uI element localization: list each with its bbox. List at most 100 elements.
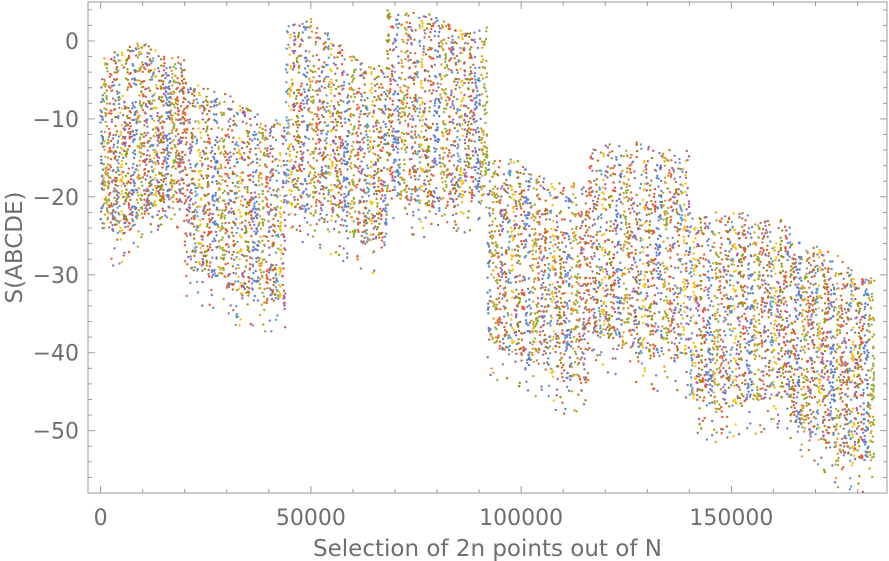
data-point (261, 239, 264, 242)
data-point (410, 130, 413, 133)
data-point (482, 133, 486, 136)
data-point (153, 99, 156, 103)
data-point (230, 189, 234, 193)
data-point (289, 212, 292, 215)
data-point (139, 176, 142, 180)
data-point (336, 101, 340, 104)
data-point (352, 140, 355, 144)
data-point (192, 99, 195, 102)
data-point (246, 109, 250, 112)
data-point (396, 109, 399, 113)
data-point (136, 70, 139, 73)
data-point (151, 178, 155, 181)
data-point (414, 125, 417, 128)
data-point (250, 234, 253, 238)
data-point (155, 190, 158, 193)
data-point (465, 135, 468, 138)
data-point (263, 308, 266, 312)
data-point (409, 58, 412, 61)
data-point (146, 187, 149, 191)
data-point (248, 287, 251, 290)
data-point (124, 215, 128, 218)
data-point (261, 135, 264, 138)
data-point (316, 27, 319, 30)
data-point (125, 106, 128, 109)
data-point (110, 202, 113, 205)
data-point (189, 255, 192, 258)
data-point (406, 89, 409, 92)
data-point (334, 118, 337, 121)
data-point (124, 192, 128, 195)
data-point (267, 155, 271, 158)
data-point (356, 90, 359, 94)
data-point (384, 106, 387, 109)
data-point (125, 162, 128, 165)
data-point (337, 191, 340, 194)
data-point (322, 115, 325, 119)
data-point (138, 164, 141, 167)
data-point (313, 229, 317, 232)
data-point (123, 128, 126, 132)
data-point (474, 81, 477, 84)
data-point (193, 170, 196, 173)
data-point (445, 42, 448, 45)
data-point (167, 92, 170, 96)
data-point (310, 30, 314, 33)
data-point (432, 174, 435, 177)
data-point (358, 165, 362, 168)
data-point (293, 31, 296, 35)
data-point (109, 176, 112, 180)
data-point (428, 106, 431, 109)
data-point (125, 196, 128, 199)
data-point (176, 103, 179, 106)
data-point (142, 101, 145, 105)
data-point (349, 165, 352, 168)
data-point (251, 263, 255, 266)
data-point (375, 228, 379, 231)
data-point (129, 132, 132, 136)
data-point (207, 201, 210, 204)
data-point (182, 92, 185, 95)
data-point (466, 123, 470, 127)
data-point (176, 77, 179, 80)
data-point (295, 130, 299, 133)
data-point (171, 200, 175, 204)
data-point (323, 86, 327, 90)
data-point (423, 36, 426, 39)
data-point (343, 178, 346, 181)
data-point (318, 100, 321, 104)
data-point (259, 150, 262, 153)
data-point (178, 138, 181, 141)
data-point (359, 68, 362, 71)
data-point (170, 178, 173, 181)
data-point (324, 170, 328, 173)
data-point (324, 32, 327, 35)
data-point (232, 152, 235, 155)
data-point (386, 52, 389, 56)
data-point (247, 240, 250, 244)
data-point (410, 226, 414, 229)
data-point (119, 173, 123, 176)
data-point (213, 272, 216, 275)
data-point (420, 19, 423, 23)
data-point (451, 118, 455, 121)
data-point (240, 215, 243, 218)
data-point (102, 83, 106, 87)
data-point (314, 209, 317, 212)
data-point (249, 148, 252, 151)
data-point (410, 192, 413, 196)
data-point (255, 213, 258, 216)
data-point (161, 192, 165, 195)
data-point (227, 162, 230, 165)
data-point (297, 71, 301, 74)
data-point (458, 86, 461, 89)
data-point (463, 160, 466, 163)
data-point (341, 73, 344, 77)
data-point (413, 164, 416, 168)
data-point (129, 130, 132, 134)
data-point (413, 38, 416, 41)
data-point (103, 79, 107, 83)
data-point (476, 185, 480, 189)
data-point (157, 70, 161, 73)
data-point (407, 86, 410, 89)
